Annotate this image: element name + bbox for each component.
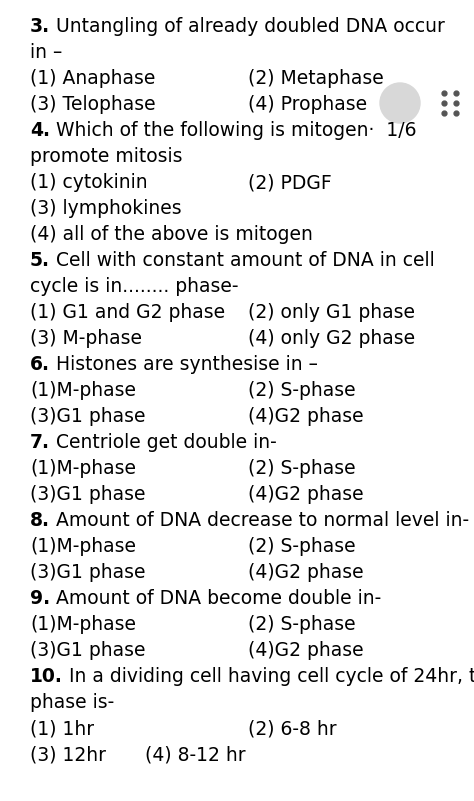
Text: phase is-: phase is- xyxy=(30,694,114,713)
Text: (3) 12hr: (3) 12hr xyxy=(30,746,106,764)
Text: 8.: 8. xyxy=(30,512,50,530)
Text: (1)M-phase: (1)M-phase xyxy=(30,615,136,634)
Text: (3)G1 phase: (3)G1 phase xyxy=(30,485,146,505)
Text: (4) 8-12 hr: (4) 8-12 hr xyxy=(145,746,246,764)
Text: (4) Prophase: (4) Prophase xyxy=(248,95,367,115)
Text: (4)G2 phase: (4)G2 phase xyxy=(248,408,364,426)
Text: (2) only G1 phase: (2) only G1 phase xyxy=(248,304,415,323)
Text: (3) Telophase: (3) Telophase xyxy=(30,95,155,115)
Text: 10.: 10. xyxy=(30,667,63,686)
Text: Untangling of already doubled DNA occur: Untangling of already doubled DNA occur xyxy=(50,18,445,37)
Text: (2) S-phase: (2) S-phase xyxy=(248,537,356,557)
Text: 5.: 5. xyxy=(30,252,50,271)
Text: Centriole get double in-: Centriole get double in- xyxy=(50,433,277,453)
Text: (3) M-phase: (3) M-phase xyxy=(30,329,142,348)
Text: (2) S-phase: (2) S-phase xyxy=(248,615,356,634)
Text: (2) S-phase: (2) S-phase xyxy=(248,460,356,478)
Text: (1) G1 and G2 phase: (1) G1 and G2 phase xyxy=(30,304,225,323)
Text: in –: in – xyxy=(30,43,62,62)
Text: Amount of DNA decrease to normal level in-: Amount of DNA decrease to normal level i… xyxy=(50,512,469,530)
Text: 3.: 3. xyxy=(30,18,50,37)
Text: Cell with constant amount of DNA in cell: Cell with constant amount of DNA in cell xyxy=(50,252,435,271)
Text: (4) all of the above is mitogen: (4) all of the above is mitogen xyxy=(30,226,313,244)
Text: (1) 1hr: (1) 1hr xyxy=(30,719,94,739)
Text: (4) only G2 phase: (4) only G2 phase xyxy=(248,329,415,348)
Text: (1)M-phase: (1)M-phase xyxy=(30,381,136,400)
Text: (3)G1 phase: (3)G1 phase xyxy=(30,408,146,426)
Text: (3)G1 phase: (3)G1 phase xyxy=(30,563,146,582)
Text: Histones are synthesise in –: Histones are synthesise in – xyxy=(50,356,318,375)
Text: (3) lymphokines: (3) lymphokines xyxy=(30,199,182,219)
Text: (4)G2 phase: (4)G2 phase xyxy=(248,563,364,582)
Text: Which of the following is mitogen·  1/6: Which of the following is mitogen· 1/6 xyxy=(50,122,417,140)
Text: (3)G1 phase: (3)G1 phase xyxy=(30,642,146,661)
Text: 9.: 9. xyxy=(30,590,50,609)
Text: (1)M-phase: (1)M-phase xyxy=(30,537,136,557)
Text: promote mitosis: promote mitosis xyxy=(30,147,182,167)
Text: 6.: 6. xyxy=(30,356,50,375)
Text: (1)M-phase: (1)M-phase xyxy=(30,460,136,478)
Text: (2) S-phase: (2) S-phase xyxy=(248,381,356,400)
Text: cycle is in........ phase-: cycle is in........ phase- xyxy=(30,277,238,296)
Text: (1) cytokinin: (1) cytokinin xyxy=(30,174,147,192)
Text: 4.: 4. xyxy=(30,122,50,140)
Text: (2) Metaphase: (2) Metaphase xyxy=(248,70,384,88)
Text: 7.: 7. xyxy=(30,433,50,453)
Text: (4)G2 phase: (4)G2 phase xyxy=(248,485,364,505)
Circle shape xyxy=(380,83,420,123)
Text: In a dividing cell having cell cycle of 24hr, time: In a dividing cell having cell cycle of … xyxy=(63,667,474,686)
Text: (4)G2 phase: (4)G2 phase xyxy=(248,642,364,661)
Text: (1) Anaphase: (1) Anaphase xyxy=(30,70,155,88)
Text: Amount of DNA become double in-: Amount of DNA become double in- xyxy=(50,590,382,609)
Text: (2) 6-8 hr: (2) 6-8 hr xyxy=(248,719,337,739)
Text: (2) PDGF: (2) PDGF xyxy=(248,174,332,192)
